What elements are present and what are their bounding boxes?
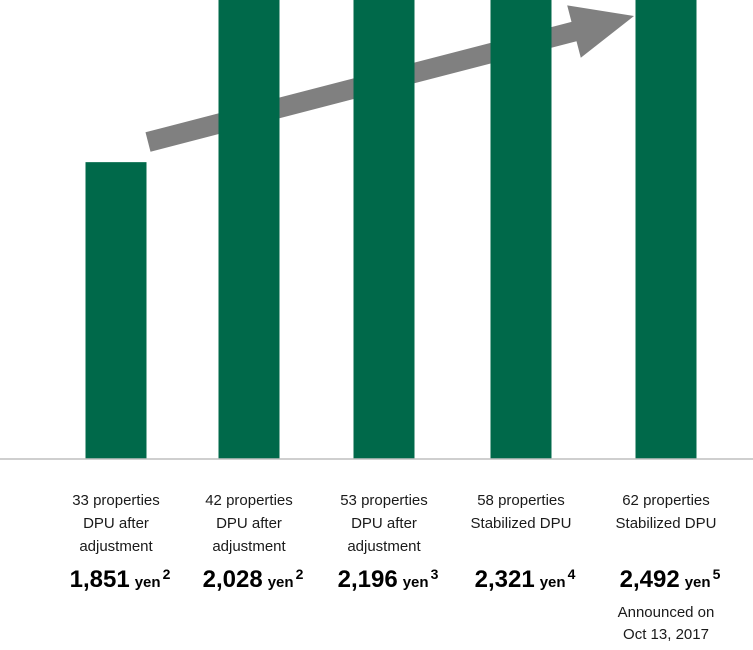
category-label-4-line-1: 58 properties bbox=[477, 492, 565, 509]
value-label-1: 1,851 yen 2 bbox=[70, 566, 171, 593]
category-label-4-line-2: Stabilized DPU bbox=[471, 515, 572, 532]
category-label-2-line-3: adjustment bbox=[212, 538, 286, 555]
bar-3 bbox=[353, 0, 415, 460]
category-label-1-line-3: adjustment bbox=[79, 538, 153, 555]
value-label-2: 2,028 yen 2 bbox=[203, 566, 304, 593]
bar-1 bbox=[85, 162, 147, 459]
category-label-3-line-3: adjustment bbox=[347, 538, 421, 555]
category-label-1-line-2: DPU after bbox=[83, 515, 149, 532]
bar-4 bbox=[490, 0, 552, 459]
category-label-3-line-1: 53 properties bbox=[340, 492, 428, 509]
bar-2 bbox=[218, 0, 280, 460]
category-label-5-line-2: Stabilized DPU bbox=[616, 515, 717, 532]
category-label-5-line-1: 62 properties bbox=[622, 492, 710, 509]
annotation-1-line-2: Oct 13, 2017 bbox=[623, 626, 709, 643]
category-label-2-line-2: DPU after bbox=[216, 515, 282, 532]
category-label-2-line-1: 42 properties bbox=[205, 492, 293, 509]
value-label-4: 2,321 yen 4 bbox=[475, 566, 576, 593]
category-label-1-line-1: 33 properties bbox=[72, 492, 160, 509]
category-label-3-line-2: DPU after bbox=[351, 515, 417, 532]
bar-5 bbox=[635, 0, 697, 459]
annotation-1-line-1: Announced on bbox=[618, 604, 715, 621]
value-label-3: 2,196 yen 3 bbox=[338, 566, 439, 593]
value-label-5: 2,492 yen 5 bbox=[620, 566, 721, 593]
